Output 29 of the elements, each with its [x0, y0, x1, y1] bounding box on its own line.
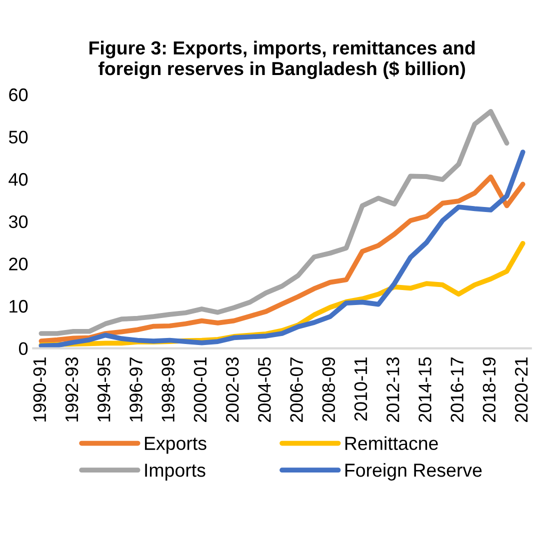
legend-label: Imports: [145, 464, 206, 481]
x-tick-label: 1998-99: [162, 357, 174, 422]
x-tick-label: 2000-01: [194, 358, 207, 422]
y-tick-label: 0: [18, 342, 28, 356]
x-tick-label: 2002-03: [226, 357, 239, 422]
y-tick-label: 60: [9, 88, 28, 102]
x-tick-label: 2006-07: [290, 358, 303, 422]
x-tick-label: 2010-11: [354, 358, 368, 421]
x-tick-label: 2014-15: [418, 357, 432, 422]
x-tick-label: 2020-21: [514, 358, 528, 422]
x-tick-label: 1996-97: [130, 358, 142, 422]
x-tick-label: 2018-19: [482, 357, 496, 422]
y-tick-label: 30: [8, 215, 28, 228]
legend-label: Exports: [144, 436, 206, 454]
x-tick-label: 2004-05: [258, 357, 271, 422]
chart-title: Figure 3: Exports, imports, remittances and foreign reserves in Bangladesh ($ billion): [90, 40, 475, 80]
y-tick-label: 40: [8, 173, 28, 186]
x-tick-label: 2008-09: [322, 357, 336, 422]
x-tick-label: 2012-13: [386, 357, 400, 422]
y-tick-label: 50: [8, 130, 28, 144]
x-tick-label: 1990-91: [33, 358, 46, 422]
y-tick-label: 20: [9, 258, 28, 270]
x-tick-label: 2016-17: [450, 358, 464, 422]
x-tick-label: 1994-95: [97, 357, 110, 422]
line-series: [38, 108, 510, 336]
legend-label: Remittacne: [345, 436, 438, 450]
x-tick-label: 1992-93: [65, 357, 78, 422]
y-tick-label: 10: [10, 300, 28, 313]
legend-label: Foreign Reserve: [345, 463, 482, 481]
